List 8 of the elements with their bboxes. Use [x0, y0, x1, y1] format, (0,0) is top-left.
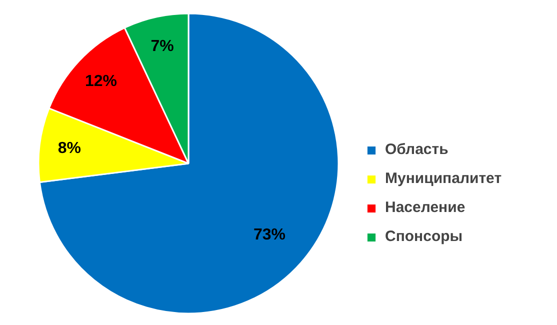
data-label: 8% — [58, 140, 82, 157]
legend-label: Область — [385, 141, 448, 158]
data-label: 12% — [85, 72, 118, 90]
legend-label: Спонсоры — [385, 228, 463, 245]
legend-label: Муниципалитет — [385, 170, 502, 187]
legend-label: Население — [385, 199, 466, 216]
data-label: 73% — [254, 226, 286, 244]
data-label: 7% — [150, 38, 174, 55]
